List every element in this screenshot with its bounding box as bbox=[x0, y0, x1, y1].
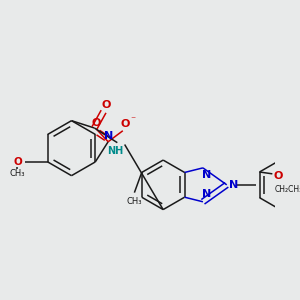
Text: CH₃: CH₃ bbox=[10, 169, 25, 178]
Text: O: O bbox=[273, 171, 283, 181]
Text: O: O bbox=[92, 118, 101, 128]
Text: ⁻: ⁻ bbox=[130, 116, 135, 126]
Text: NH: NH bbox=[107, 146, 124, 156]
Text: N: N bbox=[202, 170, 211, 180]
Text: CH₃: CH₃ bbox=[127, 197, 142, 206]
Text: O: O bbox=[102, 100, 111, 110]
Text: N: N bbox=[230, 180, 239, 190]
Text: O: O bbox=[121, 119, 130, 129]
Text: N: N bbox=[103, 131, 113, 141]
Text: CH₂CH₃: CH₂CH₃ bbox=[275, 185, 300, 194]
Text: N: N bbox=[202, 190, 211, 200]
Text: O: O bbox=[13, 157, 22, 167]
